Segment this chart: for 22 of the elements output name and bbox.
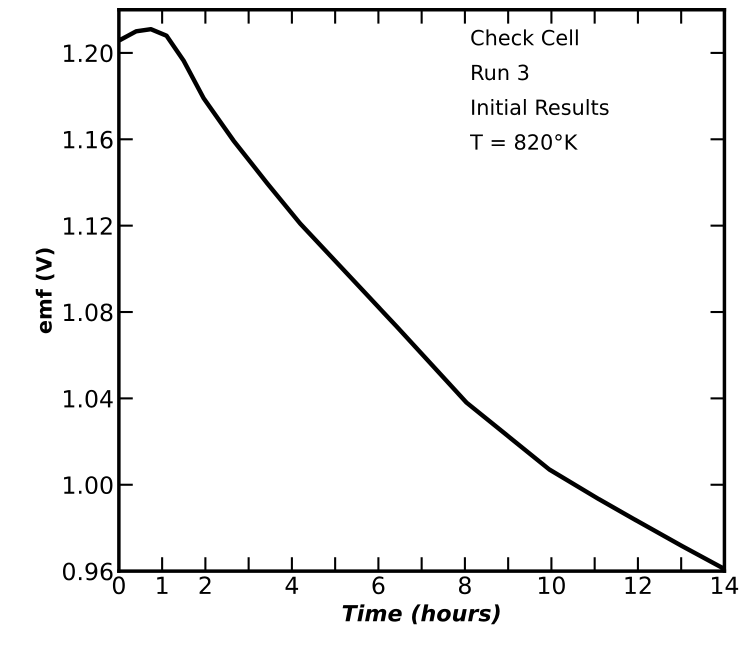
x-tick-label: 2 [200, 576, 211, 594]
y-tick-label: 1.20 [64, 44, 112, 62]
y-tick-label: 0.96 [63, 562, 113, 580]
y-axis-title: emf (V) [36, 248, 54, 334]
x-tick-label: 14 [712, 576, 738, 594]
x-tick-label: 10 [538, 576, 565, 594]
y-tick-label: 1.16 [64, 130, 113, 149]
x-tick-label: 1 [157, 576, 168, 594]
x-tick-label: 0 [112, 576, 125, 594]
x-axis-title: Time (hours) [342, 604, 500, 624]
annotation: T = 820°K [470, 134, 578, 150]
annotation: Initial Results [472, 98, 609, 116]
x-tick-label: 8 [458, 576, 471, 594]
y-tick-label: 1.08 [64, 303, 112, 322]
annotation: Run 3 [472, 64, 528, 80]
y-tick-label: 1.12 [64, 217, 112, 235]
x-tick-label: 4 [286, 576, 298, 594]
annotation: Check Cell [471, 29, 578, 46]
x-tick-label: 12 [625, 576, 651, 594]
y-tick-label: 1.04 [64, 390, 113, 408]
x-tick-label: 6 [372, 576, 384, 594]
y-tick-label: 1.00 [64, 476, 112, 494]
